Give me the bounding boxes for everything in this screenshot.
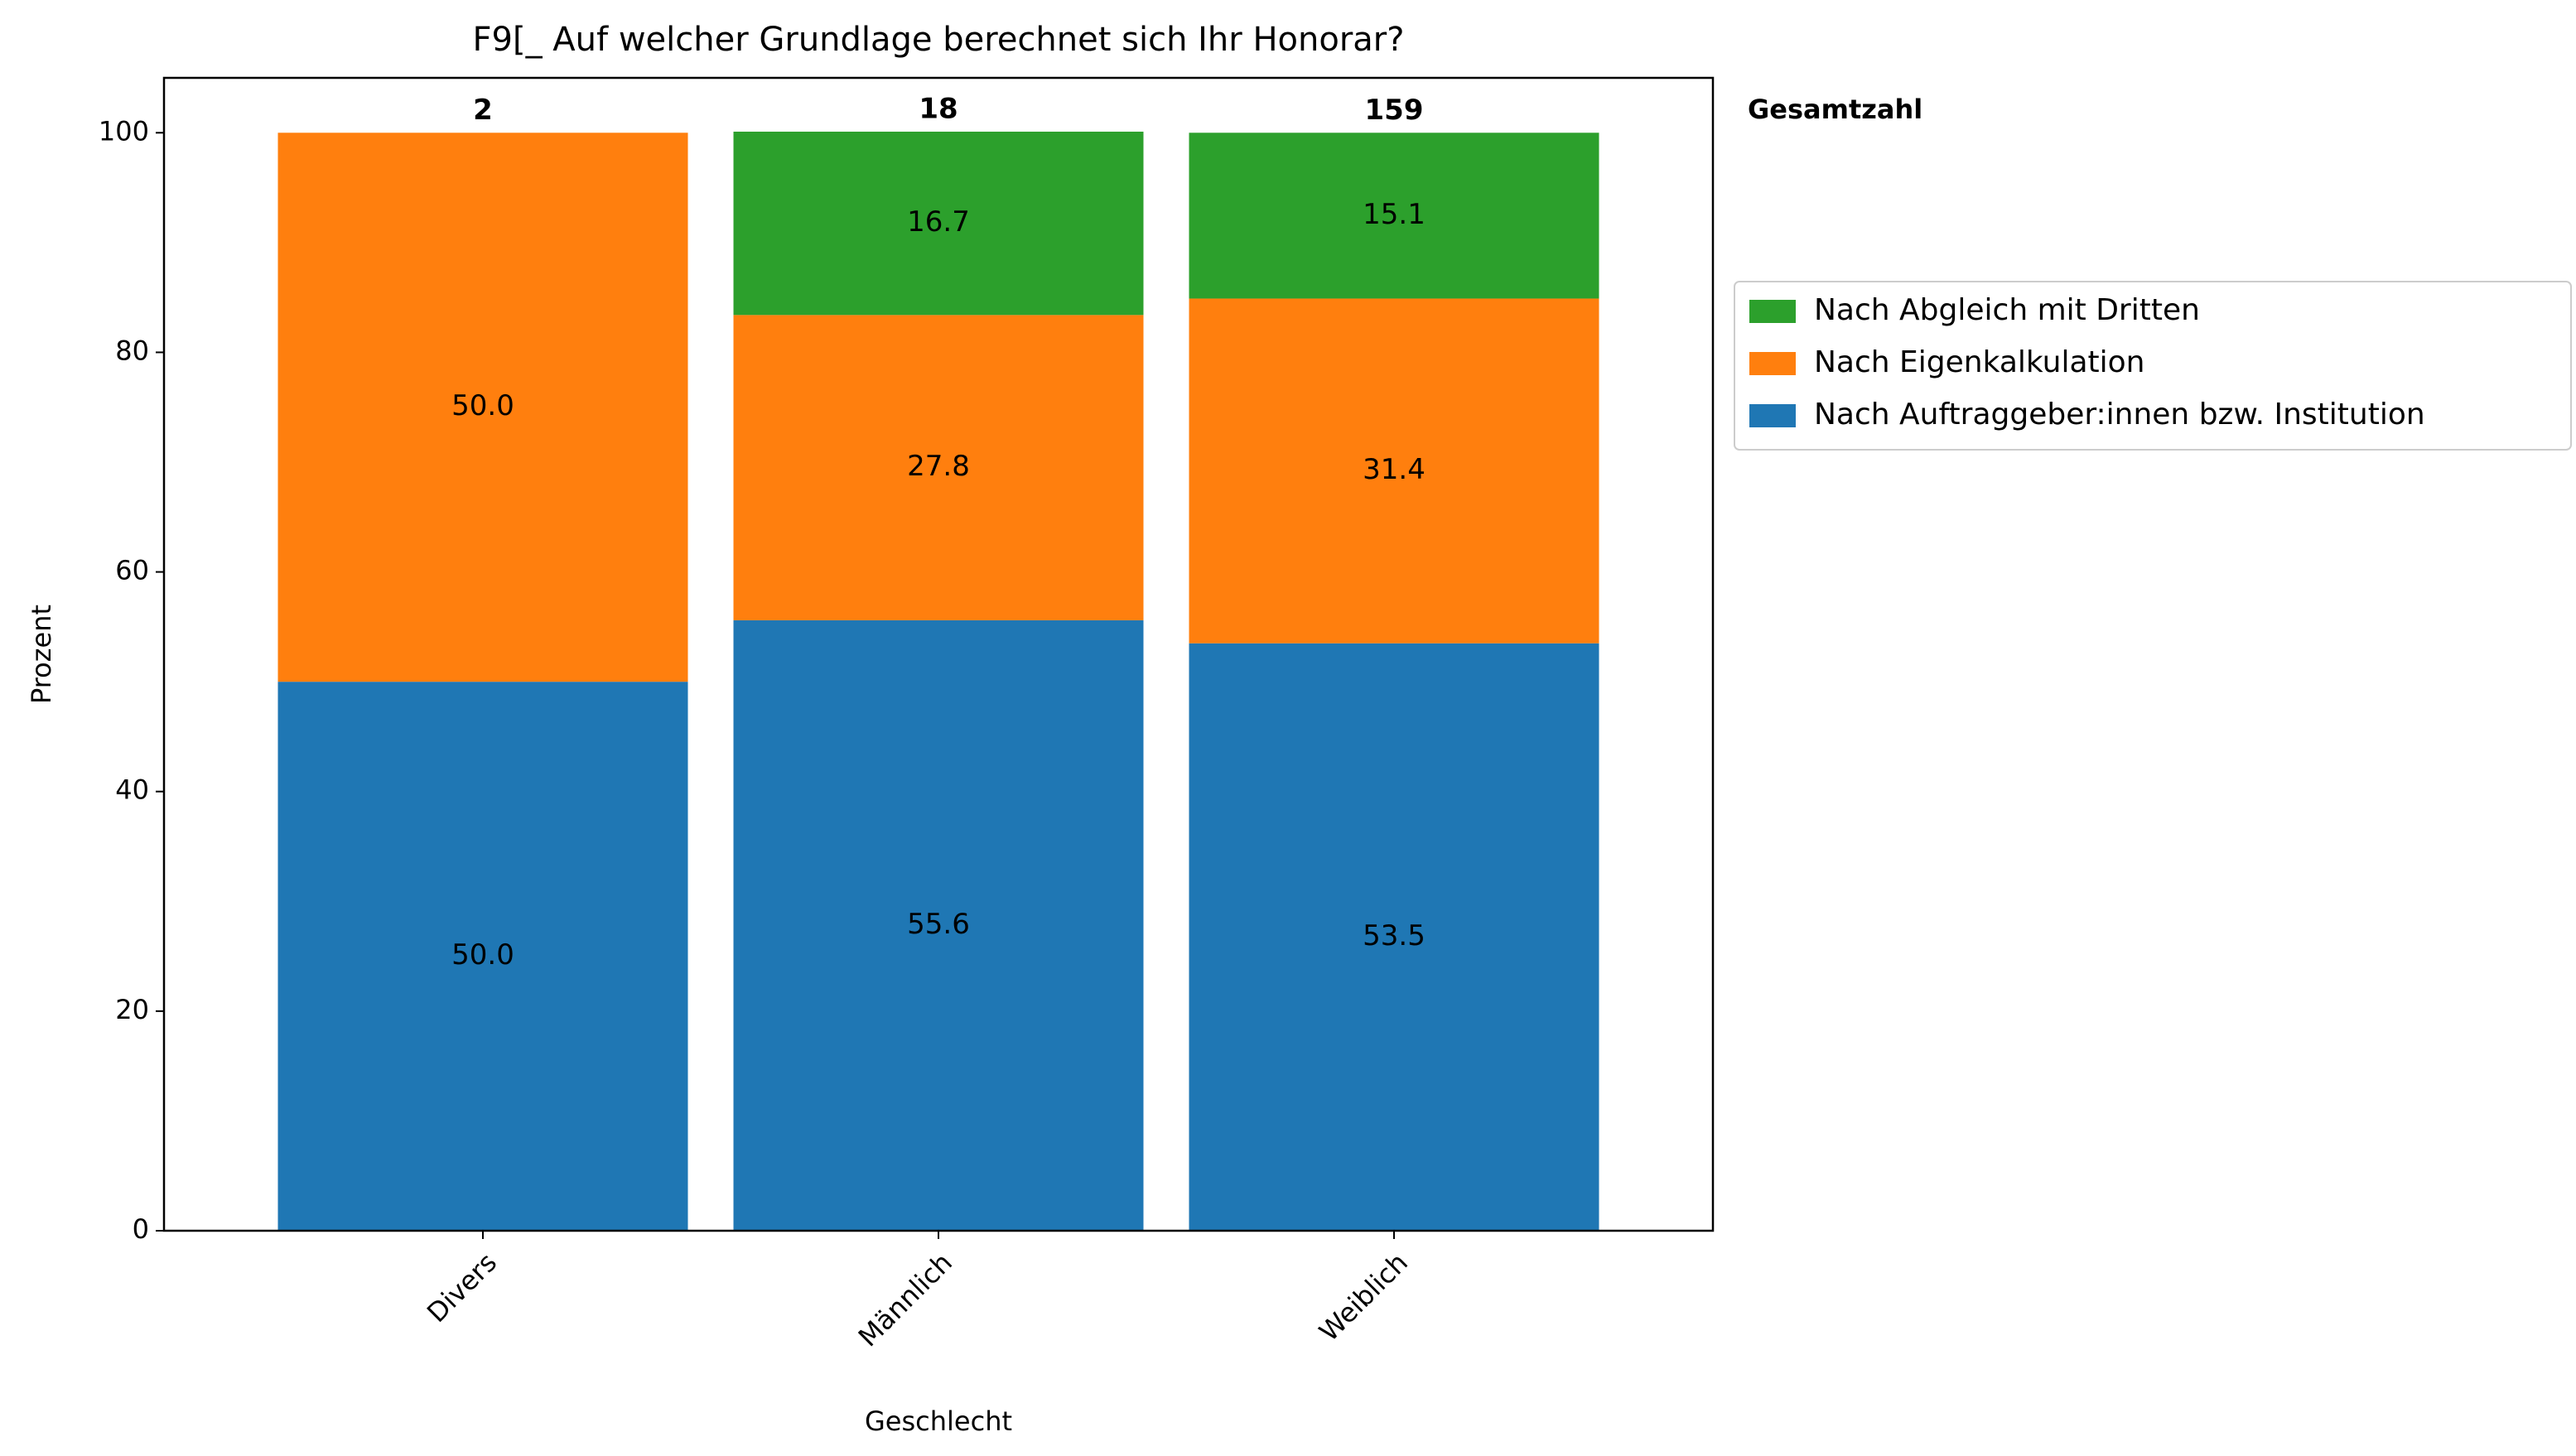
bar-segment <box>277 682 688 1231</box>
y-tick-label: 60 <box>115 555 149 586</box>
x-tick-label: Divers <box>421 1246 503 1328</box>
value-label: 16.7 <box>907 205 970 239</box>
legend-swatch <box>1749 300 1796 323</box>
total-label: 159 <box>1365 94 1424 127</box>
value-label: 27.8 <box>907 450 970 483</box>
value-label: 55.6 <box>907 908 970 941</box>
legend-swatch <box>1749 352 1796 375</box>
value-label: 53.5 <box>1363 919 1425 952</box>
y-tick-label: 80 <box>115 335 149 366</box>
chart-title: F9[_ Auf welcher Grundlage berechnet sic… <box>473 21 1405 59</box>
value-label: 50.0 <box>451 389 514 422</box>
bar-segment <box>733 131 1144 316</box>
value-label: 50.0 <box>451 938 514 971</box>
bar-segment <box>1189 298 1599 644</box>
y-tick-label: 0 <box>133 1213 149 1245</box>
y-axis-label: Prozent <box>26 605 57 704</box>
x-tick-label: Männlich <box>852 1246 958 1352</box>
x-axis-label: Geschlecht <box>865 1405 1012 1437</box>
legend-label: Nach Eigenkalkulation <box>1814 345 2144 379</box>
total-label: 18 <box>919 92 958 125</box>
value-label: 31.4 <box>1363 453 1425 486</box>
legend-label: Nach Auftraggeber:innen bzw. Institution <box>1814 398 2425 431</box>
y-tick-label: 100 <box>99 115 149 147</box>
bar-segment <box>1189 133 1599 299</box>
legend-frame <box>1734 281 2572 451</box>
bar-segment <box>733 315 1144 620</box>
total-label: 2 <box>473 94 493 127</box>
x-tick-label: Weiblich <box>1313 1246 1414 1348</box>
bar-segment <box>1189 643 1599 1231</box>
y-tick-label: 20 <box>115 994 149 1025</box>
bar-segment <box>277 133 688 682</box>
value-label: 15.1 <box>1363 198 1425 231</box>
totals-label: Gesamtzahl <box>1748 94 1922 125</box>
y-tick-label: 40 <box>115 774 149 806</box>
bar-segment <box>733 620 1144 1231</box>
legend-label: Nach Abgleich mit Dritten <box>1814 293 2200 327</box>
legend-swatch <box>1749 404 1796 427</box>
